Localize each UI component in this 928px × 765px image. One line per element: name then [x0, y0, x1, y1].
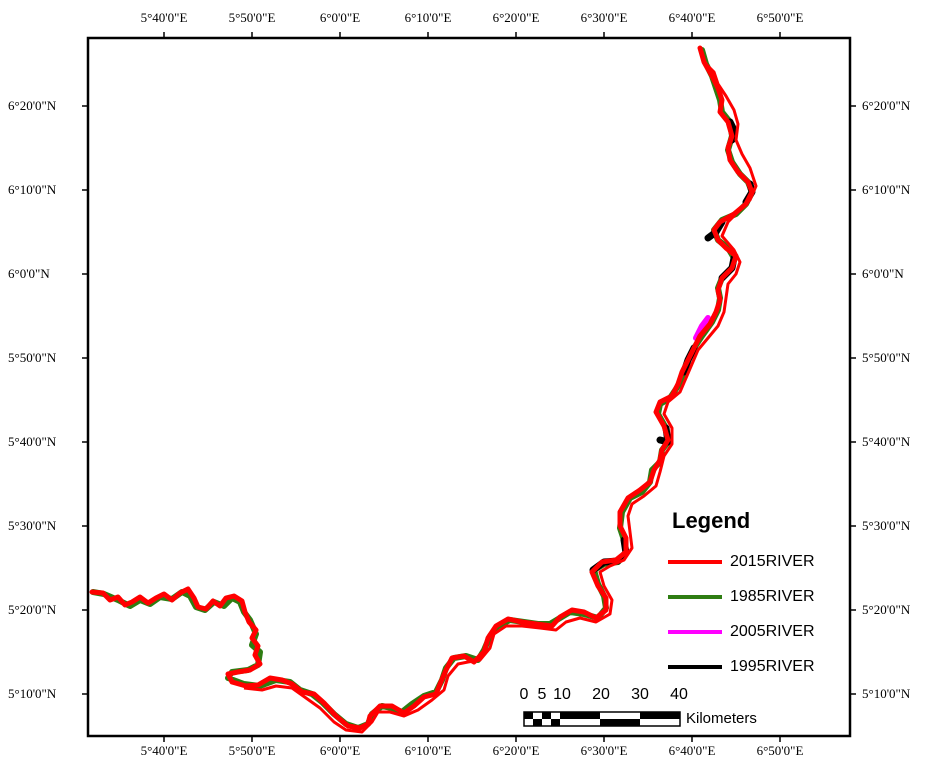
legend-label: 2005RIVER [730, 622, 815, 640]
longitude-label-bottom: 6°20'0"E [492, 743, 540, 758]
longitude-label-bottom: 5°40'0"E [140, 743, 188, 758]
river-1995 [589, 118, 756, 574]
scale-tick-label: 10 [553, 686, 571, 703]
legend-item: 1985RIVER [668, 579, 848, 614]
latitude-label-right: 5°30'0"N [862, 518, 911, 533]
legend: Legend 2015RIVER 1985RIVER 2005RIVER 199… [668, 508, 848, 684]
longitude-label-bottom: 6°0'0"E [319, 743, 361, 758]
latitude-label-left: 6°0'0"N [8, 266, 50, 281]
longitude-label-bottom: 6°10'0"E [404, 743, 452, 758]
longitude-label-bottom: 6°30'0"E [580, 743, 628, 758]
longitude-label-top: 6°50'0"E [756, 10, 804, 25]
latitude-label-right: 5°10'0"N [862, 686, 911, 701]
legend-item: 1995RIVER [668, 649, 848, 684]
latitude-label-left: 6°20'0"N [8, 98, 57, 113]
scale-unit-label: Kilometers [686, 710, 757, 727]
latitude-label-left: 5°10'0"N [8, 686, 57, 701]
longitude-label-top: 6°0'0"E [319, 10, 361, 25]
legend-swatch-2005 [668, 629, 722, 634]
latitude-label-right: 6°10'0"N [862, 182, 911, 197]
legend-label: 1995RIVER [730, 657, 815, 675]
longitude-label-top: 5°50'0"E [228, 10, 276, 25]
longitude-label-top: 6°10'0"E [404, 10, 452, 25]
latitude-label-right: 5°50'0"N [862, 350, 911, 365]
river-2005 [693, 315, 711, 341]
latitude-label-left: 5°50'0"N [8, 350, 57, 365]
longitude-label-bottom: 6°50'0"E [756, 743, 804, 758]
river-1985 [90, 47, 755, 731]
latitude-label-right: 5°20'0"N [862, 602, 911, 617]
legend-item: 2005RIVER [668, 614, 848, 649]
legend-label: 2015RIVER [730, 552, 815, 570]
latitude-label-right: 5°40'0"N [862, 434, 911, 449]
map-neatline [86, 36, 852, 738]
river-2015 [89, 45, 755, 731]
scale-bar [523, 711, 681, 727]
longitude-label-top: 6°20'0"E [492, 10, 540, 25]
river-2015-bank [243, 62, 758, 734]
latitude-label-left: 5°20'0"N [8, 602, 57, 617]
longitude-label-top: 6°40'0"E [668, 10, 716, 25]
scale-tick-label: 0 [519, 686, 529, 703]
legend-swatch-2015 [668, 559, 722, 564]
scale-tick-label: 5 [537, 686, 547, 703]
legend-label: 1985RIVER [730, 587, 815, 605]
scale-tick-label: 40 [670, 686, 688, 703]
latitude-label-left: 5°30'0"N [8, 518, 57, 533]
scale-tick-label: 20 [592, 686, 610, 703]
scale-tick-label: 30 [631, 686, 649, 703]
latitude-label-right: 6°20'0"N [862, 98, 911, 113]
longitude-label-bottom: 6°40'0"E [668, 743, 716, 758]
latitude-label-right: 6°0'0"N [862, 266, 904, 281]
longitude-label-bottom: 5°50'0"E [228, 743, 276, 758]
legend-title: Legend [672, 508, 751, 533]
latitude-label-left: 5°40'0"N [8, 434, 57, 449]
latitude-label-left: 6°10'0"N [8, 182, 57, 197]
legend-item: 2015RIVER [668, 544, 848, 579]
legend-swatch-1985 [668, 594, 722, 599]
longitude-label-top: 6°30'0"E [580, 10, 628, 25]
legend-swatch-1995 [668, 664, 722, 669]
longitude-label-top: 5°40'0"E [140, 10, 188, 25]
graticule-ticks [82, 32, 856, 742]
